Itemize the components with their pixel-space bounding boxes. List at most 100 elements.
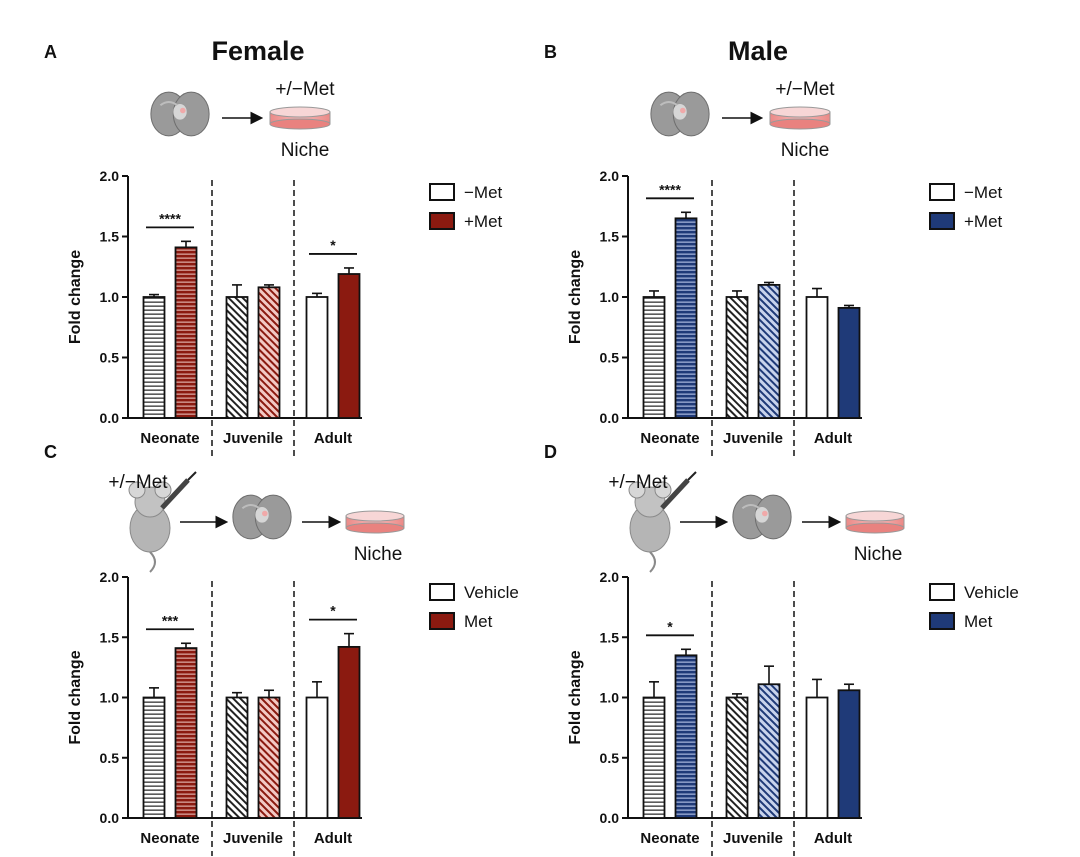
x-tick-label: Adult [314,430,352,447]
y-tick-label: 1.0 [100,289,120,305]
legend-label: Vehicle [464,583,519,602]
diagram-B: +/−Met Niche [650,79,835,161]
significance-stars: *** [162,612,179,628]
y-tick-label: 1.5 [600,229,620,245]
bar [257,286,281,419]
legend-swatch [929,612,955,630]
treatment-label: +/−Met [775,79,835,100]
significance-stars: * [330,603,336,619]
bar [674,654,698,819]
y-tick-label: 2.0 [600,168,620,184]
legend-label: +Met [964,212,1003,231]
bar [837,689,861,819]
x-tick-label: Adult [814,830,852,847]
legend-swatch [429,212,455,230]
y-tick-label: 2.0 [100,168,120,184]
bar [805,296,829,419]
bar [142,296,166,419]
legend-swatch [429,183,455,201]
x-tick-label: Juvenile [223,830,283,847]
dish-base [345,522,405,534]
y-axis-label: Fold change [67,250,84,344]
y-tick-label: 0.5 [600,350,620,366]
treatment-label: +/−Met [108,472,168,493]
niche-label: Niche [854,544,903,565]
bar [257,696,281,819]
brain-niche-spot [680,107,686,114]
bar [305,696,329,819]
y-tick-label: 0.5 [100,350,120,366]
legend-swatch [429,583,455,601]
syringe-barrel [160,478,190,510]
y-tick-label: 0.5 [100,750,120,766]
bar [174,246,198,419]
chart-B: 0.0 0.5 1.0 1.5 2.0 Fold change Neonate Juvenil… [567,168,1003,456]
niche-label: Niche [781,140,830,161]
legend-label: −Met [464,183,503,202]
niche-label: Niche [281,140,330,161]
bar [757,683,781,819]
dish-rim [345,510,405,522]
chart-A: 0.0 0.5 1.0 1.5 2.0 Fold change Neonate Juvenil… [67,168,503,456]
panel-letter: C [44,442,57,462]
x-tick-label: Neonate [640,430,699,447]
mouse-tail [649,551,656,573]
x-tick-label: Neonate [140,830,199,847]
panel-letter: A [44,42,57,62]
bar [837,306,861,419]
panel-letter: D [544,442,557,462]
mouse-tail [149,551,156,573]
bar [337,273,361,419]
y-tick-label: 1.0 [600,289,620,305]
brain-niche-spot [762,510,768,517]
y-tick-label: 2.0 [600,569,620,585]
bar [225,296,249,419]
treatment-label: +/−Met [608,472,668,493]
y-tick-label: 1.5 [600,629,620,645]
legend-label: Met [464,612,493,631]
y-tick-label: 1.0 [600,690,620,706]
legend-swatch [929,183,955,201]
panel-letter: B [544,42,557,62]
significance-stars: **** [159,210,181,226]
y-tick-label: 0.0 [100,810,120,826]
y-tick-label: 1.0 [100,690,120,706]
brain-lobe-right [254,494,292,540]
bar [174,647,198,819]
brain-highlight [241,503,260,510]
brain-niche-spot [262,510,268,517]
y-tick-label: 0.0 [600,410,620,426]
diagram-D: +/−Met Niche [608,471,905,573]
legend-swatch [429,612,455,630]
x-tick-label: Neonate [140,430,199,447]
x-tick-label: Juvenile [723,430,783,447]
y-tick-label: 1.5 [100,629,120,645]
syringe-plunger [687,471,697,481]
x-tick-label: Juvenile [223,430,283,447]
dish-base [769,118,831,130]
bar [674,217,698,419]
legend-swatch [929,583,955,601]
brain-highlight [159,100,178,107]
y-tick-label: 0.5 [600,750,620,766]
chart-C: 0.0 0.5 1.0 1.5 2.0 Fold change Neonate Juvenil… [67,569,519,856]
treatment-label: +/−Met [275,79,335,100]
bar [725,696,749,819]
bar [642,296,666,419]
legend-swatch [929,212,955,230]
brain-lobe-right [172,91,210,137]
mouse-ear-right [154,481,172,499]
bar [757,283,781,419]
y-tick-label: 0.0 [600,810,620,826]
brain-lobe-right [754,494,792,540]
chart-D: 0.0 0.5 1.0 1.5 2.0 Fold change Neonate Juvenil… [567,569,1019,856]
x-tick-label: Neonate [640,830,699,847]
y-axis-label: Fold change [67,650,84,744]
brain-highlight [741,503,760,510]
dish-rim [269,106,331,118]
legend-label: Met [964,612,993,631]
dish-base [845,522,905,534]
x-tick-label: Adult [314,830,352,847]
bar [642,696,666,819]
